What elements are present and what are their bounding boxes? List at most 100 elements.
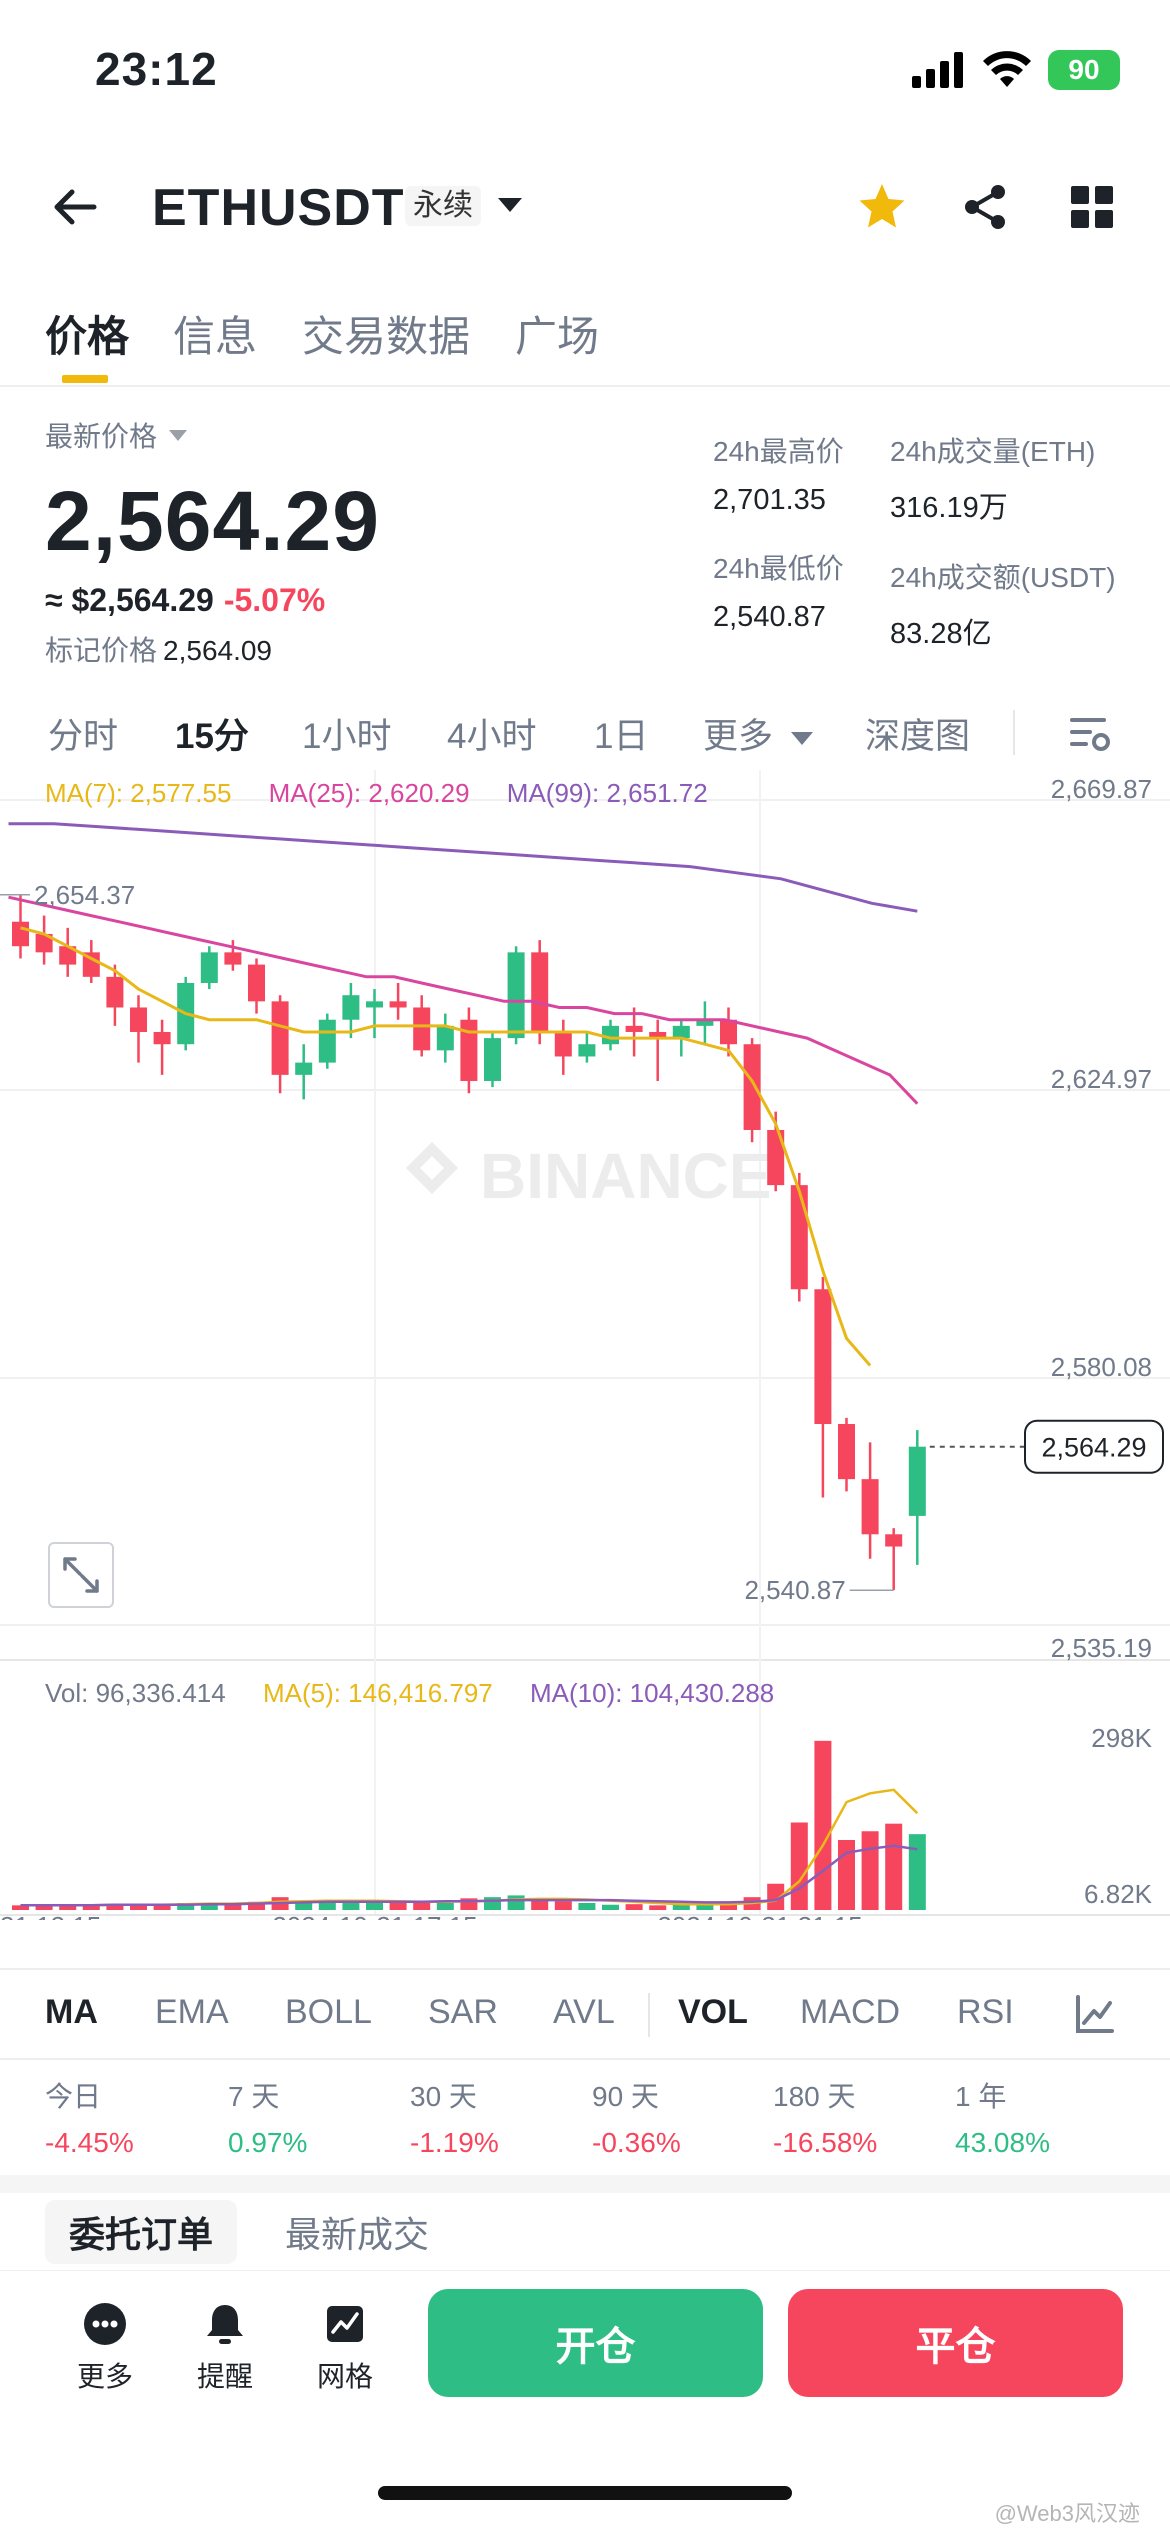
indicator-vol[interactable]: VOL (678, 1993, 748, 2031)
volume-bar (389, 1903, 407, 1910)
tab-indicator (62, 375, 108, 383)
share-icon[interactable] (958, 180, 1012, 234)
volume-bar (295, 1901, 313, 1910)
volume-bar (507, 1895, 525, 1910)
volume-bar (672, 1903, 690, 1910)
bell-icon (207, 2305, 243, 2344)
binance-logo-icon (406, 1142, 458, 1194)
grid-button[interactable]: 网格 (295, 2301, 395, 2395)
price-axis-label: 2,535.19 (1051, 1633, 1152, 1663)
interval-timeline[interactable]: 分时 (48, 717, 119, 756)
grid-label: 网格 (316, 2361, 373, 2392)
interval-depth[interactable]: 深度图 (865, 717, 971, 756)
candle-body (720, 1019, 737, 1045)
symbol-title[interactable]: ETHUSDT (152, 179, 405, 237)
indicator-ema[interactable]: EMA (155, 1993, 229, 2031)
more-button[interactable]: 更多 (55, 2301, 155, 2395)
perf-label: 7 天 (228, 2081, 280, 2112)
indicator-settings-icon[interactable] (1072, 1993, 1116, 2037)
alert-button[interactable]: 提醒 (175, 2301, 275, 2395)
caret-down-icon (169, 429, 188, 441)
latest-price-label[interactable]: 最新价格 (45, 415, 380, 455)
indicator-sar[interactable]: SAR (428, 1993, 498, 2031)
candle-body (413, 1007, 431, 1051)
low-label: 24h最低价 (713, 553, 844, 584)
volume-bar (696, 1904, 714, 1910)
tab-square[interactable]: 广场 (515, 313, 600, 360)
tab-price[interactable]: 价格 (45, 313, 130, 360)
more-icon (84, 2303, 126, 2345)
mark-price-value: 2,564.09 (163, 635, 273, 666)
volume-bar (248, 1901, 265, 1910)
volume-axis-label: 6.82K (1084, 1879, 1153, 1909)
tab-recent-trades[interactable]: 最新成交 (285, 2214, 430, 2255)
tab-open-orders[interactable]: 委托订单 (45, 2200, 238, 2264)
star-icon[interactable] (855, 180, 909, 234)
status-icons: 90 (912, 50, 1120, 90)
time-axis-label: 2024-10-31 17:15 (272, 1911, 477, 1920)
tab-trading-data[interactable]: 交易数据 (302, 313, 471, 360)
back-arrow-icon[interactable] (50, 182, 100, 232)
open-position-button[interactable]: 开仓 (428, 2289, 763, 2397)
indicator-rsi[interactable]: RSI (957, 1993, 1014, 2031)
binance-watermark: BINANCE (480, 1140, 772, 1212)
usd-price: ≈ $2,564.29 (45, 582, 214, 618)
volume-bar (885, 1823, 903, 1910)
perf-30d: 30 天 -1.19% (410, 2075, 499, 2159)
candle-body (460, 1019, 478, 1081)
fullscreen-button[interactable] (48, 1542, 114, 1608)
indicator-macd[interactable]: MACD (800, 1993, 901, 2031)
perf-value: -1.19% (410, 2127, 499, 2158)
interval-tabs: 分时 15分 1小时 4小时 1日 更多 深度图 (0, 700, 1170, 770)
candle-body (436, 1025, 454, 1051)
volume-bar (790, 1822, 808, 1910)
candle-body (743, 1044, 761, 1130)
credit-watermark: @Web3风汉迹 (994, 2501, 1140, 2526)
interval-15m[interactable]: 15分 (175, 717, 249, 756)
candle-body (106, 976, 124, 1008)
home-indicator[interactable] (378, 2486, 792, 2500)
indicator-ma[interactable]: MA (45, 1993, 98, 2031)
volume-bar (413, 1901, 431, 1910)
current-price-label: 2,564.29 (1041, 1433, 1146, 1463)
vertical-divider (648, 1993, 650, 2037)
perf-90d: 90 天 -0.36% (592, 2075, 681, 2159)
divider (0, 385, 1170, 387)
time-axis-label: 2024-10-31 21:15 (657, 1911, 862, 1920)
indicator-boll[interactable]: BOLL (285, 1993, 372, 2031)
wifi-icon (983, 51, 1031, 87)
battery-level: 90 (1068, 54, 1100, 85)
ma7-label: MA(7): 2,577.55 (45, 778, 232, 808)
interval-more[interactable]: 更多 (703, 708, 813, 759)
volume-bar (460, 1898, 478, 1910)
interval-1d[interactable]: 1日 (594, 717, 649, 756)
volume-bar (59, 1904, 77, 1910)
chart-settings-icon[interactable] (1068, 712, 1112, 756)
candle-body (130, 1007, 147, 1032)
interval-4h[interactable]: 4小时 (447, 717, 537, 756)
candle-body (908, 1446, 926, 1516)
perf-label: 1 年 (955, 2081, 1007, 2112)
close-position-button[interactable]: 平仓 (788, 2289, 1123, 2397)
perf-value: 0.97% (228, 2127, 308, 2158)
interval-1h[interactable]: 1小时 (302, 717, 392, 756)
perf-value: -4.45% (45, 2127, 134, 2158)
battery-icon: 90 (1048, 50, 1120, 90)
perf-label: 今日 (45, 2081, 102, 2112)
perf-value: -0.36% (592, 2127, 681, 2158)
vol-usdt-value: 83.28亿 (890, 618, 992, 650)
symbol-dropdown-icon[interactable] (498, 198, 522, 212)
ma99-line (8, 822, 918, 913)
candle-body (12, 921, 29, 947)
volume-bar (578, 1903, 596, 1910)
price-axis-label: 2,580.08 (1051, 1352, 1152, 1382)
main-tabs: 价格 信息 交易数据 广场 (0, 295, 1170, 385)
ma25-label: MA(25): 2,620.29 (268, 778, 470, 808)
grid-menu-icon[interactable] (1065, 180, 1119, 234)
mark-price-line: 标记价格 2,564.09 (45, 629, 380, 669)
perf-today: 今日 -4.45% (45, 2075, 134, 2159)
indicator-avl[interactable]: AVL (553, 1993, 615, 2031)
tab-info[interactable]: 信息 (173, 313, 258, 360)
candlestick-chart[interactable]: BINANCE 2,669.87 2,624.97 2,580.08 2,535.19 2… (0, 770, 1170, 1920)
volume-bar (153, 1905, 171, 1910)
